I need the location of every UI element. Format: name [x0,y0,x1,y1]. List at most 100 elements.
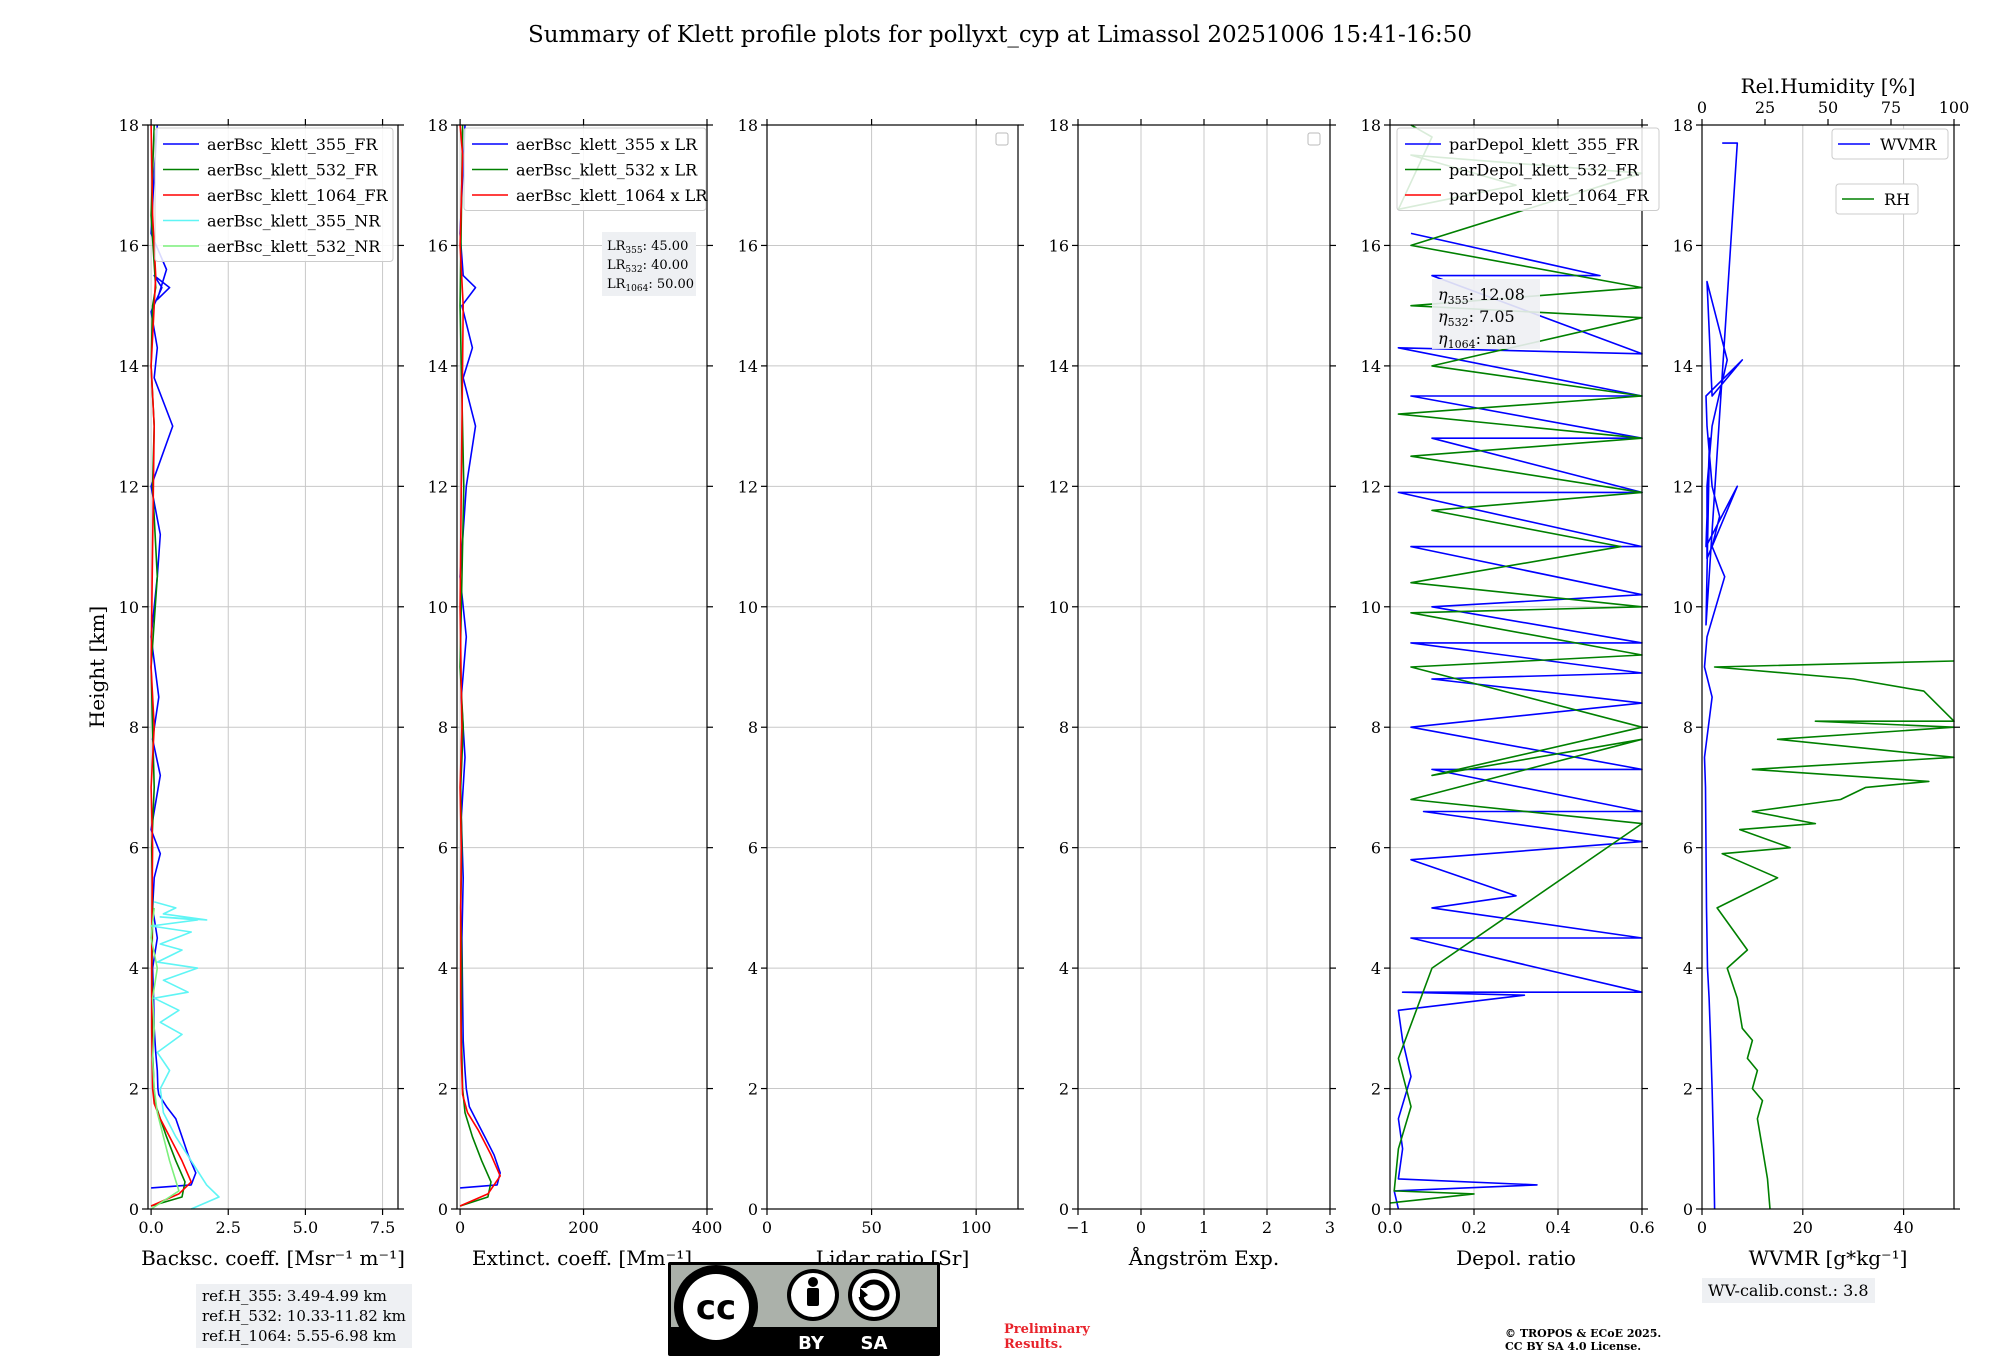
ytick-label: 14 [1361,357,1381,376]
ytick-label: 8 [748,718,758,737]
ytick-label: 6 [438,839,448,858]
ytick-label: 2 [129,1080,139,1099]
panel-bsc: 0 2 4 6 8 10 12 14 16 18 0.0 2.5 5.0 7.5 Backsc. coeff… [119,116,405,1270]
x-axis-label: Extinct. coeff. [Mm⁻¹] [472,1246,692,1270]
preliminary-line-1: Preliminary [1004,1322,1090,1337]
ytick-label: 8 [438,718,448,737]
cc-by-sa-badge: cc BY SA [668,1262,940,1356]
ytick-label: 18 [428,116,448,135]
ytick-label: 16 [738,236,758,255]
copyright-line-2: CC BY SA 4.0 License. [1505,1340,1642,1353]
ytick-label: 8 [1059,718,1069,737]
ytick-label: 4 [1059,959,1069,978]
ytick-label: 12 [119,477,139,496]
ytick-label: 8 [1683,718,1693,737]
lr-annotation: LR355: 45.00 LR532: 40.00 LR1064: 50.00 [602,232,696,296]
xtick-label: 0 [762,1218,772,1237]
legend-label: aerBsc_klett_355 x LR [516,135,698,154]
axes-frame [766,124,1019,1210]
xtick-label: 0.0 [1377,1218,1402,1237]
axes-frame [456,124,708,1210]
legend-label: parDepol_klett_1064_FR [1449,186,1650,205]
series-line-aerBsc_klett_355_NR [150,901,220,1210]
ytick-label: 4 [438,959,448,978]
series-line-aerBsc_klett_355_FR [150,124,197,1189]
ytick-label: 10 [738,598,758,617]
ytick-label: 10 [1049,598,1069,617]
top-xtick-label: 50 [1818,98,1838,117]
xtick-label: 3 [1325,1218,1335,1237]
xtick-label: 0.0 [138,1218,163,1237]
eta-line: η532: 7.05 [1438,307,1515,329]
ytick-label: 0 [1683,1200,1693,1219]
ytick-label: 10 [1673,598,1693,617]
ytick-label: 12 [1049,477,1069,496]
legend-bsc: aerBsc_klett_355_FR aerBsc_klett_532_FRae… [154,127,394,262]
xtick-label: 200 [568,1218,599,1237]
ytick-label: 2 [1683,1080,1693,1099]
legend-dep: parDepol_klett_355_FR parDepol_klett_532_… [1396,127,1660,211]
xtick-label: 0.2 [1461,1218,1486,1237]
ytick-label: 0 [438,1200,448,1219]
ytick-label: 4 [129,959,139,978]
lr-box [602,232,696,296]
legend-label: aerBsc_klett_1064_FR [207,186,389,205]
legend-label: aerBsc_klett_532_NR [207,237,381,256]
x-axis-label: WVMR [g*kg⁻¹] [1749,1246,1908,1270]
ytick-label: 6 [1371,839,1381,858]
wv-calib-box: WV-calib.const.: 3.8 [1702,1278,1875,1303]
axes-frame [147,124,399,1210]
ytick-label: 0 [1371,1200,1381,1219]
legend-RH: RH [1835,183,1919,215]
top-xtick-label: 25 [1755,98,1775,117]
legend-label: aerBsc_klett_532_FR [207,161,378,180]
lr-line: LR355: 45.00 [607,239,688,256]
series-line-aerBsc_klett_1064_FR [150,124,192,1207]
legend-label: aerBsc_klett_355_FR [207,135,378,154]
ref-height-355: ref.H_355: 3.49-4.99 km [202,1287,387,1305]
legend-box [1835,183,1919,215]
ytick-label: 6 [1059,839,1069,858]
ytick-label: 4 [1371,959,1381,978]
ytick-label: 16 [119,236,139,255]
ytick-label: 2 [1059,1080,1069,1099]
legend-WVMR: WVMR [1831,128,1949,160]
top-xtick-label: 0 [1697,98,1707,117]
xtick-label: 0.4 [1545,1218,1570,1237]
ytick-label: 4 [748,959,758,978]
ytick-label: 6 [748,839,758,858]
by-label: BY [798,1333,825,1354]
series-line-parDepol_klett_355_FR [1393,232,1643,1210]
series-line-RH [1713,660,1955,1210]
series-line-aerBsc_klett_355 x LR [459,124,502,1189]
ytick-label: 18 [1361,116,1381,135]
y-axis-label: Height [km] [85,606,109,728]
empty-legend-box [995,132,1009,146]
ytick-label: 0 [1059,1200,1069,1219]
legend-label: parDepol_klett_355_FR [1449,135,1640,154]
legend-box [463,127,707,211]
legend-label: aerBsc_klett_355_NR [207,212,381,231]
eta-box [1432,279,1540,349]
ytick-label: 0 [129,1200,139,1219]
xtick-label: 40 [1893,1218,1913,1237]
ytick-label: 2 [438,1080,448,1099]
ytick-label: 6 [129,839,139,858]
eta-line: η1064: nan [1438,329,1516,351]
panel-dep: 0 2 4 6 8 10 12 14 16 18 0.0 0.2 0.4 0.6 Depol. ratio p… [1361,116,1660,1270]
preliminary-note: Preliminary Results. [1004,1322,1090,1352]
ytick-label: 10 [119,598,139,617]
top-x-axis-label: Rel.Humidity [%] [1741,74,1916,98]
ytick-label: 12 [1361,477,1381,496]
ytick-label: 14 [1049,357,1069,376]
ytick-label: 12 [428,477,448,496]
series-line-WVMR [1703,142,1744,1210]
ytick-label: 0 [748,1200,758,1219]
ytick-label: 6 [1683,839,1693,858]
ytick-label: 18 [1049,116,1069,135]
ytick-label: 8 [129,718,139,737]
x-axis-label: Backsc. coeff. [Msr⁻¹ m⁻¹] [141,1246,405,1270]
xtick-label: 400 [692,1218,723,1237]
